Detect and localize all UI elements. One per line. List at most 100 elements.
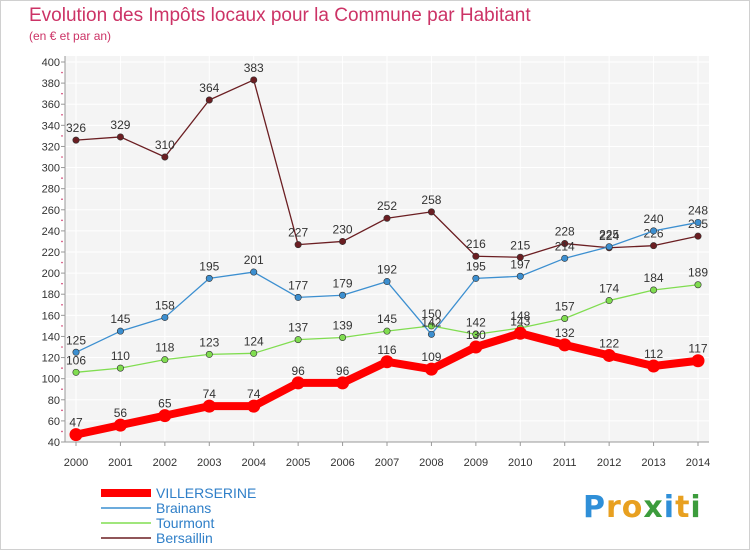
data-label: 227: [288, 226, 308, 240]
data-point: [250, 349, 258, 357]
data-label: 150: [421, 307, 441, 321]
y-tick-label: 380: [42, 78, 60, 90]
data-point: [205, 350, 213, 358]
data-point: [650, 227, 658, 235]
x-tick-label: 2009: [464, 457, 488, 469]
y-tick-label: 120: [42, 353, 60, 365]
y-minor-tick: [61, 219, 63, 222]
data-label: 65: [158, 397, 172, 411]
y-minor-tick: [61, 113, 63, 116]
y-minor-tick: [61, 240, 63, 243]
y-minor-tick: [61, 135, 63, 137]
y-tick-label: 400: [42, 57, 60, 69]
data-point: [691, 354, 705, 368]
x-tick-label: 2004: [241, 457, 265, 469]
data-label: 225: [599, 228, 619, 242]
y-minor-tick: [61, 177, 63, 179]
y-tick-label: 180: [42, 289, 60, 301]
data-label: 248: [688, 203, 708, 217]
data-label: 132: [555, 326, 575, 340]
logo-letter: o: [621, 490, 644, 525]
y-minor-tick: [61, 71, 63, 74]
logo-letter: i: [663, 490, 676, 525]
data-point: [205, 96, 213, 104]
y-tick-label: 140: [42, 331, 60, 343]
data-point: [424, 362, 438, 376]
y-tick-label: 40: [48, 437, 60, 449]
data-point: [513, 326, 527, 340]
data-label: 240: [644, 212, 664, 226]
data-point: [469, 340, 483, 354]
y-minor-tick: [61, 409, 63, 412]
chart-subtitle: (en € et par an): [29, 29, 112, 43]
x-tick-label: 2002: [153, 457, 177, 469]
legend-label: Tourmont: [156, 515, 214, 531]
data-point: [694, 218, 702, 226]
x-tick-label: 2013: [641, 457, 665, 469]
data-label: 142: [421, 315, 441, 329]
data-point: [294, 336, 302, 344]
data-label: 122: [599, 336, 619, 350]
y-tick-label: 60: [48, 416, 60, 428]
y-tick-label: 360: [42, 99, 60, 111]
y-minor-tick: [61, 325, 63, 327]
y-tick-label: 80: [48, 395, 60, 407]
x-tick-label: 2010: [508, 457, 532, 469]
proxiti-logo: Proxiti: [583, 490, 702, 525]
data-label: 47: [69, 416, 83, 430]
data-point: [339, 237, 347, 245]
data-label: 106: [66, 353, 86, 367]
data-label: 56: [114, 406, 128, 420]
data-point: [205, 274, 213, 282]
data-label: 139: [333, 319, 353, 333]
y-tick-label: 300: [42, 163, 60, 175]
data-point: [339, 333, 347, 341]
data-point: [339, 291, 347, 299]
data-point: [602, 348, 616, 362]
data-point: [116, 327, 124, 335]
data-point: [647, 359, 661, 373]
data-point: [516, 253, 524, 261]
data-label: 137: [288, 321, 308, 335]
data-label: 96: [291, 364, 305, 378]
data-point: [250, 268, 258, 276]
data-point: [561, 254, 569, 262]
y-tick-label: 240: [42, 226, 60, 238]
logo-letter: t: [675, 490, 691, 525]
y-minor-tick: [61, 346, 63, 348]
data-point: [158, 409, 172, 423]
x-tick-label: 2000: [64, 457, 88, 469]
data-point: [291, 376, 305, 390]
data-point: [113, 418, 127, 432]
data-point: [472, 330, 480, 338]
data-label: 130: [466, 328, 486, 342]
series-villerserine: 47 56 65 74 74 96 96 116 109 130 143 132 122 112 117: [69, 314, 708, 442]
data-label: 258: [421, 193, 441, 207]
data-label: 158: [155, 298, 175, 312]
data-point: [650, 242, 658, 250]
data-label: 224: [599, 229, 619, 243]
logo-letter: x: [643, 490, 664, 525]
data-point: [516, 272, 524, 280]
x-tick-label: 2007: [375, 457, 399, 469]
data-point: [427, 330, 435, 338]
data-point: [116, 133, 124, 141]
data-point: [427, 322, 435, 330]
x-tick-label: 2006: [330, 457, 354, 469]
data-label: 179: [333, 276, 353, 290]
data-label: 184: [644, 271, 664, 285]
data-label: 157: [555, 300, 575, 314]
data-label: 383: [244, 61, 264, 75]
data-label: 116: [377, 343, 396, 357]
data-label: 118: [155, 341, 174, 355]
data-label: 201: [244, 253, 264, 267]
data-point: [650, 286, 658, 294]
data-label: 364: [199, 81, 219, 95]
x-tick-label: 2011: [553, 457, 577, 469]
y-tick-label: 260: [42, 205, 60, 217]
data-label: 124: [244, 334, 264, 348]
data-point: [294, 241, 302, 249]
data-point: [427, 208, 435, 216]
